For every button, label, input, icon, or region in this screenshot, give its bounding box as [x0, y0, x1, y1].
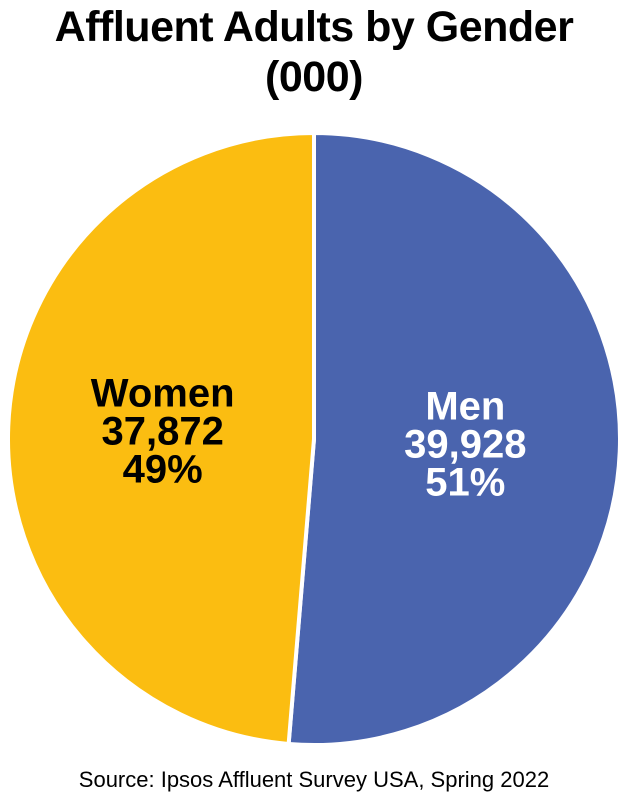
- slice-label-women-name: Women: [91, 372, 235, 416]
- source-note: Source: Ipsos Affluent Survey USA, Sprin…: [78, 767, 550, 792]
- slice-label-men-name: Men: [425, 384, 505, 428]
- slice-label-men-percent: 51%: [425, 460, 505, 504]
- chart-title-line-1: Affluent Adults by Gender: [54, 3, 574, 51]
- slice-label-men-value: 39,928: [404, 422, 526, 466]
- pie-slice-men: [286, 131, 622, 747]
- pie-slice-women: [6, 131, 316, 746]
- slice-label-women-percent: 49%: [123, 448, 203, 492]
- chart-title: Affluent Adults by Gender (000): [0, 2, 628, 102]
- chart-title-line-2: (000): [265, 53, 363, 101]
- slice-label-women-value: 37,872: [101, 410, 223, 454]
